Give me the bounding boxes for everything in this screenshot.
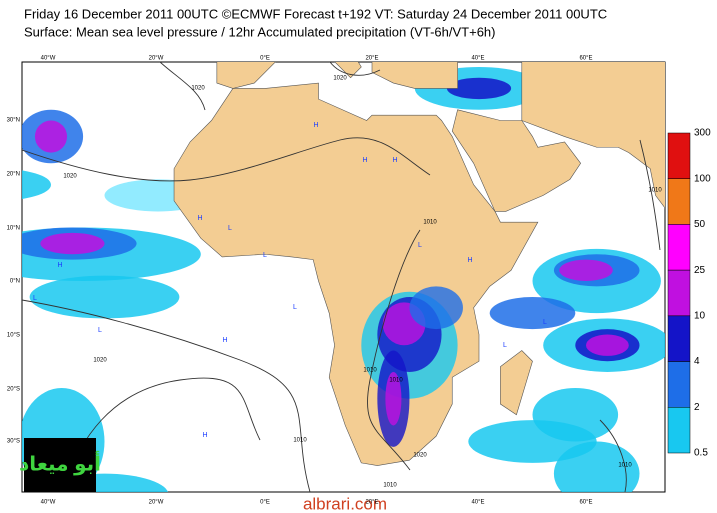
colorbar-label: 50 (694, 219, 706, 230)
contour-label: 1020 (333, 76, 347, 82)
pressure-center: L (293, 304, 297, 311)
colorbar-swatch (667, 407, 691, 454)
precip-area (34, 120, 68, 153)
colorbar-label: 10 (694, 310, 706, 321)
isobar (366, 229, 421, 471)
pressure-center: H (57, 262, 62, 269)
contour-label: 1010 (389, 378, 403, 384)
lat-label: 0°N (10, 279, 20, 285)
title: Friday 16 December 2011 00UTC ©ECMWF For… (24, 6, 607, 21)
pressure-center: L (33, 295, 37, 302)
lat-label: 10°S (7, 333, 20, 339)
pressure-center: L (263, 252, 267, 259)
precip-area (489, 297, 576, 330)
colorbar-swatch (667, 224, 691, 271)
land (451, 109, 582, 212)
contour-label: 1010 (383, 483, 397, 489)
isobar (22, 299, 311, 492)
contour-label: 1020 (413, 453, 427, 459)
contour-label: 1020 (93, 358, 107, 364)
logo-box (24, 438, 96, 492)
lon-label: 0°E (260, 56, 270, 62)
pressure-center: L (418, 242, 422, 249)
precip-area (446, 77, 512, 100)
precip-area (586, 334, 629, 356)
pressure-center: H (362, 157, 367, 164)
contour-label: 1010 (293, 438, 307, 444)
lon-label: 20°W (149, 500, 164, 506)
lon-label: 40°W (41, 56, 56, 62)
pressure-center: H (222, 337, 227, 344)
lat-label: 30°S (7, 439, 20, 445)
contour-label: 1010 (363, 368, 377, 374)
colorbar-swatch (667, 178, 691, 225)
subtitle: Surface: Mean sea level pressure / 12hr … (24, 24, 496, 39)
pressure-center: L (98, 327, 102, 334)
logo: أبو ميعاد (19, 449, 101, 475)
colorbar-label: 300 (694, 128, 711, 139)
lon-label: 20°E (365, 500, 378, 506)
lon-label: 40°W (41, 500, 56, 506)
pressure-center: H (467, 257, 472, 264)
contour-label: 1020 (63, 174, 77, 180)
pressure-center: H (202, 432, 207, 439)
contour-label: 1010 (618, 463, 632, 469)
land (371, 62, 458, 89)
lon-label: 0°E (260, 500, 270, 506)
isobar (329, 62, 381, 76)
pressure-center: L (228, 225, 232, 232)
land (334, 62, 362, 79)
lon-label: 40°E (471, 56, 484, 62)
colorbar-label: 25 (694, 265, 706, 276)
precip-area (40, 232, 105, 255)
contour-label: 1010 (648, 188, 662, 194)
precip-area (553, 441, 640, 492)
watermark: albrari.com (303, 494, 387, 513)
lat-label: 30°N (7, 118, 20, 124)
colorbar-swatch (667, 361, 691, 408)
colorbar: 300 100 50 25 10 4 2 0.5 (667, 128, 711, 459)
colorbar-swatch (667, 132, 691, 179)
isobar (599, 419, 627, 492)
contour-label: 1010 (423, 220, 437, 226)
pressure-center: H (392, 157, 397, 164)
precip-area (559, 259, 613, 281)
land (500, 350, 533, 416)
land (521, 62, 665, 209)
isobar (159, 62, 206, 111)
lon-label: 60°E (579, 500, 592, 506)
precip-area (409, 286, 463, 330)
lon-label: 20°E (365, 56, 378, 62)
colorbar-label: 4 (694, 356, 700, 367)
pressure-center: L (543, 319, 547, 326)
pressure-center: H (197, 215, 202, 222)
colorbar-swatch (667, 269, 691, 317)
colorbar-swatch (667, 315, 691, 362)
lat-label: 20°N (7, 172, 20, 178)
land (216, 62, 276, 89)
isobar (639, 139, 661, 251)
isobar (22, 137, 431, 182)
pressure-center: L (503, 342, 507, 349)
pressure-center: H (313, 122, 318, 129)
precip-area (532, 388, 619, 442)
lat-label: 20°S (7, 387, 20, 393)
lon-label: 60°E (579, 56, 592, 62)
lon-label: 20°W (149, 56, 164, 62)
lon-label: 40°E (471, 500, 484, 506)
precip-area (29, 275, 180, 319)
precip-area (22, 170, 51, 199)
colorbar-label: 2 (694, 402, 700, 413)
precip-area (385, 371, 402, 426)
colorbar-label: 0.5 (694, 448, 708, 459)
lat-label: 10°N (7, 226, 20, 232)
contour-label: 1020 (191, 86, 205, 92)
colorbar-label: 100 (694, 173, 711, 184)
